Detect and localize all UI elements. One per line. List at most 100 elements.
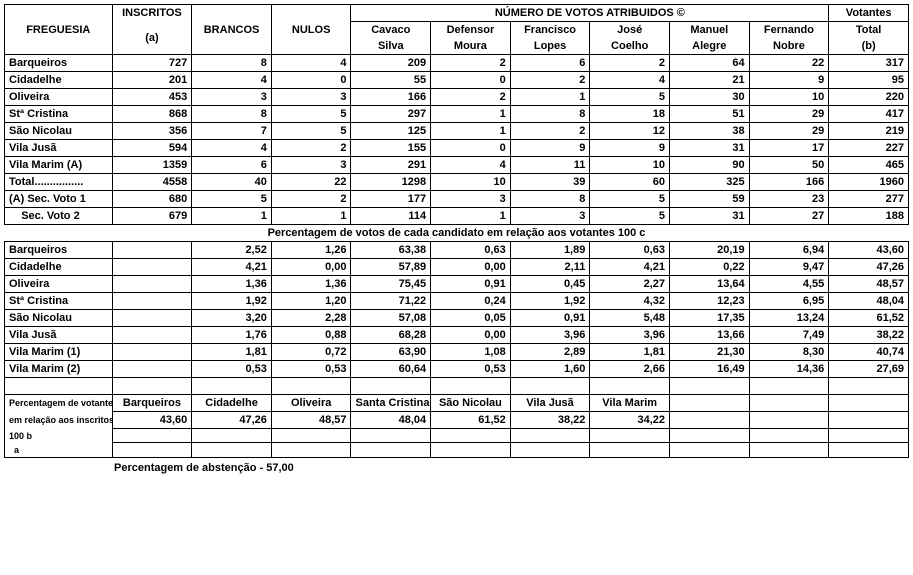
- cell: 0,00: [271, 259, 351, 276]
- row-name: Total................: [5, 174, 113, 191]
- cell: 453: [112, 89, 192, 106]
- cell: 465: [829, 157, 909, 174]
- cell: 8,30: [749, 344, 829, 361]
- cell: 10: [749, 89, 829, 106]
- cell: 2: [431, 89, 511, 106]
- cell: 0,00: [431, 327, 511, 344]
- cell: 7,49: [749, 327, 829, 344]
- hdr-cand2a: Defensor: [431, 22, 511, 39]
- table-row: Barqueiros727842092626422317: [5, 55, 909, 72]
- cell: 155: [351, 140, 431, 157]
- cell: 2: [271, 140, 351, 157]
- cell: 16,49: [669, 361, 749, 378]
- hdr-inscritos-sub: (a): [112, 22, 192, 55]
- cell: [112, 293, 192, 310]
- cell: 5: [590, 89, 670, 106]
- cell: 57,89: [351, 259, 431, 276]
- hdr-cand3b: Lopes: [510, 38, 590, 55]
- cell: 594: [112, 140, 192, 157]
- cell: 0,05: [431, 310, 511, 327]
- cell: 0,63: [590, 242, 670, 259]
- cell: 1,76: [192, 327, 272, 344]
- cell: 4: [590, 72, 670, 89]
- cell: 63,38: [351, 242, 431, 259]
- table-row: Total................4558402212981039603…: [5, 174, 909, 191]
- cell: 0,63: [431, 242, 511, 259]
- cell: 31: [669, 208, 749, 225]
- cell: 679: [112, 208, 192, 225]
- hdr-cand6a: Fernando: [749, 22, 829, 39]
- cell: 38: [669, 123, 749, 140]
- hdr-cand1b: Silva: [351, 38, 431, 55]
- cell: 17: [749, 140, 829, 157]
- cell: 1,89: [510, 242, 590, 259]
- cell: 17,35: [669, 310, 749, 327]
- cell: 166: [351, 89, 431, 106]
- row-name: Vila Jusã: [5, 327, 113, 344]
- hdr-cand6b: Nobre: [749, 38, 829, 55]
- hdr-votantes-sub: (b): [829, 38, 909, 55]
- cell: 0,72: [271, 344, 351, 361]
- footer-label3: 100 b: [5, 429, 113, 443]
- table-row: São Nicolau3567512512123829219: [5, 123, 909, 140]
- separator-row: [5, 378, 909, 395]
- cell: [112, 242, 192, 259]
- cell: 22: [271, 174, 351, 191]
- cell: 29: [749, 106, 829, 123]
- footer-val-2: 48,57: [271, 412, 351, 429]
- cell: 13,64: [669, 276, 749, 293]
- cell: 1,26: [271, 242, 351, 259]
- cell: 4: [192, 72, 272, 89]
- cell: 40: [192, 174, 272, 191]
- cell: 1: [431, 123, 511, 140]
- cell: 1,36: [192, 276, 272, 293]
- cell: 209: [351, 55, 431, 72]
- cell: 291: [351, 157, 431, 174]
- cell: 201: [112, 72, 192, 89]
- cell: 0,88: [271, 327, 351, 344]
- cell: 51: [669, 106, 749, 123]
- cell: 60: [590, 174, 670, 191]
- cell: 2: [510, 72, 590, 89]
- cell: 2,27: [590, 276, 670, 293]
- cell: 0,45: [510, 276, 590, 293]
- cell: 4,32: [590, 293, 670, 310]
- cell: 5: [590, 208, 670, 225]
- cell: 114: [351, 208, 431, 225]
- table-row: Cidadelhe201405502421995: [5, 72, 909, 89]
- footer-label4: a: [5, 443, 113, 458]
- cell: 0,00: [431, 259, 511, 276]
- hdr-cand2b: Moura: [431, 38, 511, 55]
- cell: 166: [749, 174, 829, 191]
- cell: 0,53: [192, 361, 272, 378]
- cell: 55: [351, 72, 431, 89]
- table-row: Oliveira1,361,3675,450,910,452,2713,644,…: [5, 276, 909, 293]
- cell: [112, 361, 192, 378]
- cell: 5: [271, 106, 351, 123]
- footer-col-5: Vila Jusã: [510, 395, 590, 412]
- cell: [112, 276, 192, 293]
- cell: 356: [112, 123, 192, 140]
- cell: 4: [271, 55, 351, 72]
- cell: 10: [590, 157, 670, 174]
- cell: 1298: [351, 174, 431, 191]
- cell: 6: [510, 55, 590, 72]
- footer-label3-row: 100 b: [5, 429, 909, 443]
- cell: 7: [192, 123, 272, 140]
- cell: 43,60: [829, 242, 909, 259]
- cell: 21,30: [669, 344, 749, 361]
- cell: 68,28: [351, 327, 431, 344]
- cell: 13,24: [749, 310, 829, 327]
- row-name: São Nicolau: [5, 123, 113, 140]
- cell: 90: [669, 157, 749, 174]
- footer-label2: em relação aos inscritos: [5, 412, 113, 429]
- cell: 2: [590, 55, 670, 72]
- table-row: Vila Marim (1)1,810,7263,901,082,891,812…: [5, 344, 909, 361]
- row-name: Stª Cristina: [5, 106, 113, 123]
- cell: 3: [510, 208, 590, 225]
- cell: 868: [112, 106, 192, 123]
- cell: 1,60: [510, 361, 590, 378]
- row-name: (A) Sec. Voto 1: [5, 191, 113, 208]
- cell: 9: [510, 140, 590, 157]
- row-name: Cidadelhe: [5, 72, 113, 89]
